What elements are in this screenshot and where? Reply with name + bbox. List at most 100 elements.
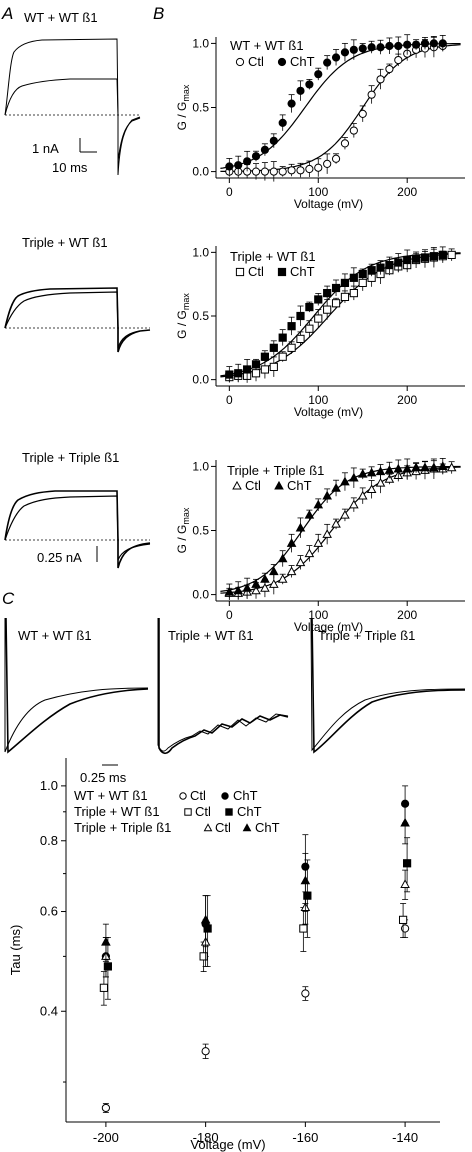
data-point-cht (349, 472, 359, 482)
trace-c-scale: 0.25 ms (80, 764, 127, 785)
data-point-ctl (394, 55, 403, 65)
legend-title: WT + WT ß1 (230, 38, 304, 53)
trace-ctl (157, 618, 289, 752)
data-point-ctl (296, 334, 305, 344)
trace-ctl (4, 78, 141, 163)
legend-marker-cht (277, 267, 287, 277)
data-point-ctl (260, 167, 270, 176)
trace-c-1 (4, 617, 149, 754)
legend-label-ctl: Ctl (248, 54, 264, 69)
data-point-cht (225, 370, 234, 379)
data-point-cht (393, 463, 404, 473)
x-tick-label: 0 (226, 185, 233, 199)
data-point-ctl (375, 477, 386, 487)
fit-curve-cht (220, 43, 461, 169)
legend-marker-cht (225, 808, 233, 816)
data-point-cht (366, 467, 377, 477)
trace-cht (4, 38, 141, 176)
trace-cht (158, 618, 289, 755)
y-tick-label: 0.5 (192, 309, 209, 323)
trace-a-scale-1: 1 nA 10 ms (32, 138, 97, 175)
data-point-ctl (305, 324, 314, 333)
data-point-ctl (269, 167, 278, 176)
data-point-cht (340, 476, 350, 486)
data-point-cht (234, 369, 243, 378)
data-point-cht (420, 462, 430, 472)
data-point-cht (268, 566, 279, 576)
data-point-cht (278, 118, 287, 127)
x-axis-label: Voltage (mV) (294, 405, 363, 419)
gv-chart-triple-wt: 0.0 0.5 1.0 0 100 200 Voltage (mV) G / Gmax Trip… (175, 245, 465, 419)
legend-label-cht: ChT (290, 264, 315, 279)
trace-c-title-2: Triple + WT ß1 (168, 628, 254, 643)
data-point-cht (429, 39, 438, 48)
data-point-ctl (304, 548, 315, 558)
y-tick-label: 0.0 (192, 373, 209, 387)
data-point-cht (367, 43, 376, 52)
data-point-ctl (322, 529, 332, 538)
data-point-cht (225, 162, 234, 171)
trace-cht (4, 490, 151, 569)
x-tick-label: 200 (397, 608, 417, 622)
data-point-ctl (357, 490, 368, 500)
data-point-cht (305, 302, 314, 312)
data-point-ctl (251, 585, 261, 595)
scale-current-label: 0.25 nA (37, 550, 82, 565)
data-point-cht (403, 40, 412, 49)
trace-ctl (4, 495, 151, 561)
data-point-ctl (323, 305, 332, 314)
data-point-cht (286, 538, 297, 547)
data-point-ctl (295, 557, 306, 567)
y-tick-label: 1.0 (192, 245, 209, 259)
legend-marker-cht (242, 823, 252, 832)
legend-marker-cht (274, 480, 284, 490)
data-point-cht (314, 295, 323, 304)
data-point-ctl (366, 484, 377, 494)
legend-marker-ctl (184, 808, 192, 816)
data-point (301, 989, 310, 998)
gv-chart-wt-wt: 0.0 0.5 1.0 0 100 200 Voltage (mV) G / Gmax WT +… (175, 34, 465, 211)
data-point-ctl (340, 509, 350, 519)
data-point (101, 1103, 110, 1113)
trace-cht (5, 617, 149, 754)
panel-label-c: C (2, 589, 15, 608)
trace-ctl (4, 618, 149, 753)
data-point-cht (295, 522, 306, 532)
data-point (299, 924, 308, 933)
data-point (400, 924, 410, 933)
data-point-cht (375, 466, 386, 476)
data-point-cht (251, 579, 261, 588)
data-point-cht (287, 322, 296, 331)
fit-curve-ctl (220, 44, 461, 172)
fit-curve-cht (220, 252, 461, 377)
data-point-cht (243, 157, 252, 166)
data-point-cht (260, 145, 270, 154)
y-tick-label: 0.8 (40, 833, 58, 848)
y-tick-label: 0.0 (192, 165, 209, 179)
data-point-ctl (384, 474, 395, 483)
x-tick-label: -200 (93, 1130, 119, 1145)
data-point-cht (234, 161, 243, 170)
data-point-ctl (268, 579, 279, 588)
legend-label-ctl: Ctl (215, 820, 231, 835)
data-point-ctl (314, 314, 323, 323)
trace-cht (4, 287, 151, 353)
trace-ctl (4, 291, 141, 349)
data-point-cht (411, 462, 421, 472)
trace-a-2 (4, 287, 151, 353)
data-point-ctl (385, 64, 394, 74)
data-point-ctl (278, 352, 287, 361)
x-tick-label: -140 (392, 1130, 418, 1145)
data-point-cht (331, 53, 341, 62)
x-tick-label: 100 (308, 608, 328, 622)
data-point-cht (438, 39, 447, 48)
scale-time-label: 10 ms (52, 160, 88, 175)
data-point-cht (420, 39, 430, 48)
data-point-ctl (349, 499, 359, 509)
data-point-cht (304, 509, 315, 519)
legend-label-cht: ChT (237, 804, 262, 819)
legend-marker-ctl (235, 267, 245, 277)
data-point-ctl (296, 166, 305, 175)
data-point-ctl (367, 90, 376, 99)
data-point-ctl (278, 167, 287, 176)
